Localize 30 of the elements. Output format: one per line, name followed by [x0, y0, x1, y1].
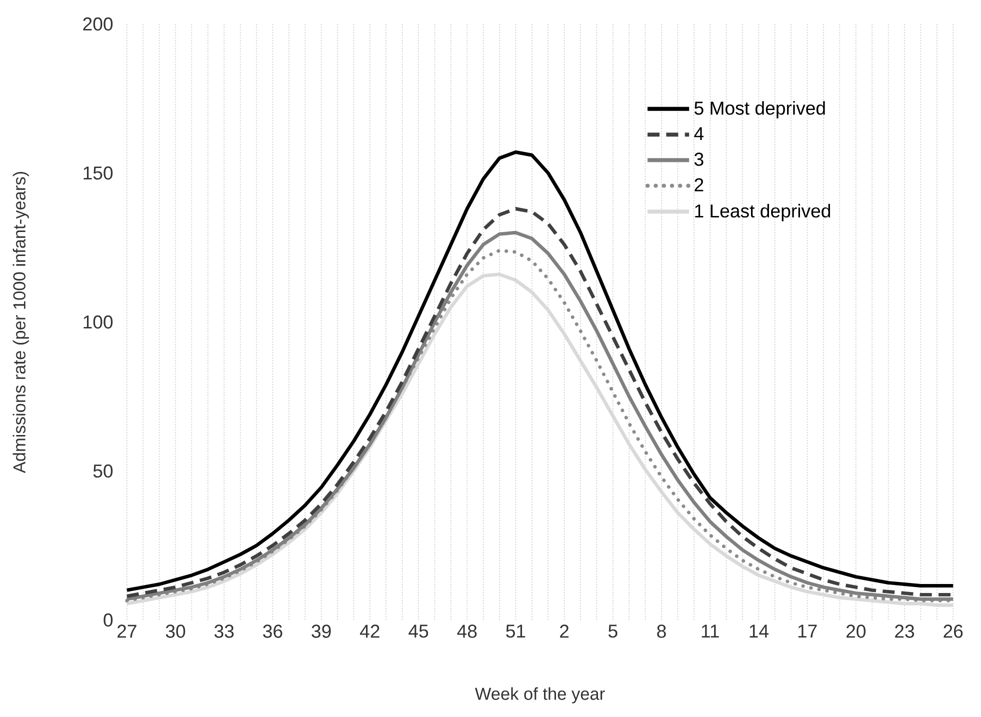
y-tick-label: 150	[84, 166, 113, 180]
x-tick-label: 51	[506, 624, 526, 638]
y-tick-label: 200	[83, 17, 113, 31]
x-tick-label: 45	[408, 624, 428, 638]
x-tick-label: 8	[657, 624, 666, 638]
y-axis-title: Admissions rate (per 1000 infant-years)	[12, 172, 29, 474]
legend-label: 2	[694, 178, 704, 192]
legend-label: 4	[694, 127, 704, 140]
x-tick-label: 14	[750, 624, 768, 638]
x-tick-label: 42	[360, 624, 380, 638]
x-tick-label: 5	[608, 624, 618, 638]
x-tick-label: 23	[895, 624, 914, 638]
x-tick-label: 36	[263, 624, 282, 638]
x-tick-label: 2	[560, 624, 569, 638]
x-tick-label: 11	[702, 624, 719, 638]
legend-label: 3	[694, 152, 704, 166]
legend-label: 5 Most deprived	[694, 101, 825, 118]
x-tick-label: 17	[798, 624, 817, 638]
x-tick-label: 39	[312, 624, 331, 638]
x-tick-label: 20	[846, 624, 866, 638]
y-tick-label: 100	[84, 315, 113, 329]
x-tick-label: 27	[118, 624, 136, 638]
legend-label: 1 Least deprived	[695, 204, 830, 222]
x-tick-label: 33	[214, 624, 234, 638]
y-tick-label: 50	[93, 464, 113, 478]
x-tick-label: 30	[166, 624, 186, 638]
x-tick-label: 48	[457, 624, 477, 638]
x-axis-title: Week of the year	[474, 687, 605, 704]
y-tick-label: 0	[104, 613, 113, 627]
x-tick-label: 26	[944, 624, 963, 638]
